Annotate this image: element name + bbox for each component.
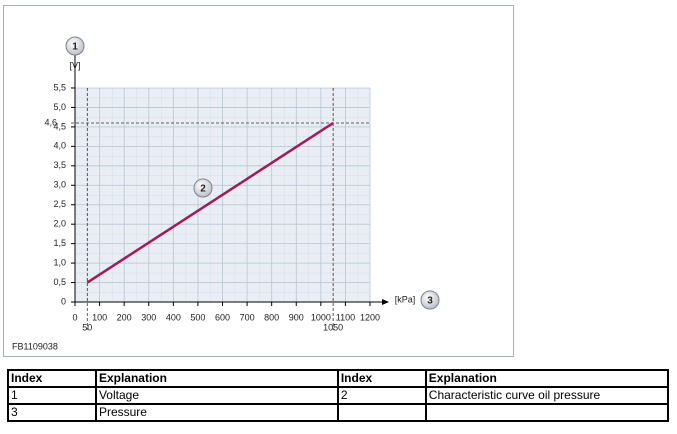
table-cell: 1 [7, 386, 97, 405]
y-tick-label: 2,5 [53, 199, 66, 209]
y-tick-label: 0 [61, 296, 66, 306]
x-tick-label: 500 [190, 312, 205, 322]
legend-table: Index Explanation Index Explanation 1 Voltage… [7, 369, 670, 422]
table-cell [424, 403, 670, 422]
callout-label: 3 [427, 296, 433, 307]
table-cell: Voltage [94, 386, 339, 405]
table-cell [336, 403, 427, 422]
reference-label: 50 [82, 322, 92, 332]
table-cell: Explanation [424, 369, 670, 388]
figure: FB1109038 0 0,5 1,0 1,5 2,0 2,5 3,0 3,5 4,0 4,5 5,… [3, 5, 514, 357]
table-cell: Index [336, 369, 427, 388]
callout-circle [193, 178, 213, 198]
table-cell: Index [7, 369, 97, 388]
x-tick-label: 700 [240, 312, 255, 322]
y-tick-label: 0,5 [53, 277, 66, 287]
x-tick-label: 400 [166, 312, 181, 322]
table-row: Index Explanation Index Explanation [7, 369, 670, 388]
y-tick-label: 3,5 [53, 160, 66, 170]
callout-label: 1 [72, 42, 78, 53]
x-tick-label: 800 [264, 312, 279, 322]
x-tick-label: 0 [72, 312, 77, 322]
table-cell: 3 [7, 403, 97, 422]
x-tick-label: 900 [289, 312, 304, 322]
callout-circle [420, 290, 440, 310]
x-tick-label: 200 [117, 312, 132, 322]
x-tick-label: 1000 [311, 312, 331, 322]
callout-label: 2 [200, 184, 206, 195]
y-tick-label: 4,5 [53, 121, 66, 131]
y-unit: [V] [69, 60, 80, 70]
table-cell: Pressure [94, 403, 339, 422]
reference-label: 4,6 [44, 117, 57, 127]
y-tick-label: 5,0 [53, 102, 66, 112]
y-tick-label: 2,0 [53, 219, 66, 229]
table-cell: Characteristic curve oil pressure [424, 386, 670, 405]
table-cell: 2 [336, 386, 427, 405]
table-row: 3 Pressure [7, 403, 670, 422]
y-tick-label: 5,5 [53, 82, 66, 92]
x-tick-label: 100 [92, 312, 107, 322]
x-tick-label: 300 [141, 312, 156, 322]
x-tick-label: 1100 [336, 312, 355, 322]
x-unit: [kPa] [395, 294, 416, 304]
y-tick-label: 4,0 [53, 141, 66, 151]
data-line [86, 121, 334, 284]
callout-circle [65, 36, 85, 56]
table-row: 1 Voltage 2 Characteristic curve oil pressu… [7, 386, 670, 405]
y-tick-label: 1,5 [53, 238, 66, 248]
figure-id: FB1109038 [12, 341, 58, 351]
y-tick-label: 3,0 [53, 180, 66, 190]
reference-label: 1050 [323, 322, 343, 332]
table-cell: Explanation [94, 369, 339, 388]
y-tick-label: 1,0 [53, 257, 66, 267]
x-tick-label: 1200 [360, 312, 380, 322]
x-tick-label: 600 [215, 312, 230, 322]
